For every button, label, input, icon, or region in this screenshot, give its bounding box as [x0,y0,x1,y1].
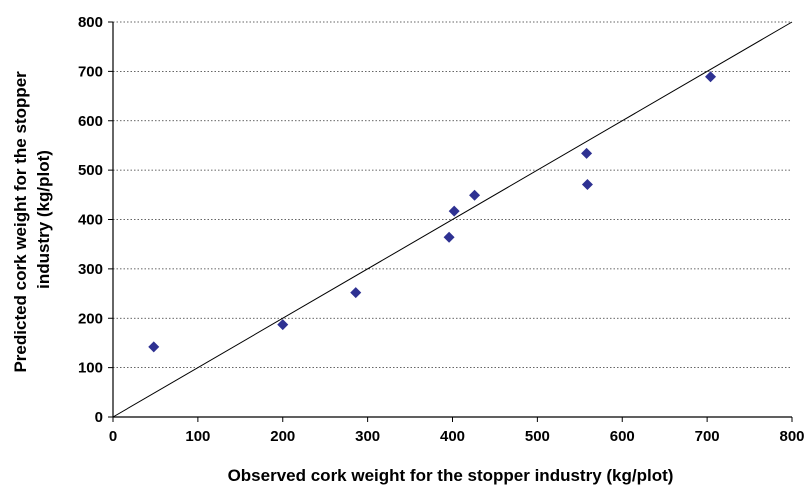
reference-line [112,21,793,418]
x-tick-label: 100 [185,428,210,445]
data-point [448,205,460,217]
x-tick-label: 800 [779,428,804,445]
y-tick-label: 100 [78,360,103,377]
y-axis-title-line-2: industry (kg/plot) [34,150,53,289]
data-point [277,319,289,331]
y-tick-label: 700 [78,63,103,80]
reference-line-group [112,21,793,418]
data-point [148,341,160,353]
data-point [581,178,593,190]
x-tick-label: 0 [109,428,117,445]
x-tick-label: 200 [270,428,295,445]
y-tick-label: 200 [78,310,103,327]
data-point [443,231,455,243]
y-axis-title: Predicted cork weight for the stopper in… [11,66,53,372]
y-axis-title-line-1: Predicted cork weight for the stopper [11,71,30,373]
data-point [469,189,481,201]
data-point [350,287,362,299]
x-tick-label: 500 [525,428,550,445]
x-tick-label: 700 [695,428,720,445]
y-tick-label: 800 [78,14,103,31]
y-tick-label: 600 [78,113,103,130]
data-point [581,147,593,159]
x-tick-label: 300 [355,428,380,445]
x-tick-label: 400 [440,428,465,445]
data-points [148,71,717,353]
y-tick-label: 300 [78,261,103,278]
x-axis-ticks: 0 100 200 300 400 500 600 700 800 [109,417,805,445]
x-tick-label: 600 [610,428,635,445]
x-axis-title: Observed cork weight for the stopper ind… [228,466,674,485]
y-tick-label: 400 [78,212,103,229]
y-tick-label: 500 [78,162,103,179]
data-point [705,71,717,83]
y-tick-label: 0 [95,409,103,426]
y-axis-ticks: 0 100 200 300 400 500 600 700 800 [78,14,113,426]
